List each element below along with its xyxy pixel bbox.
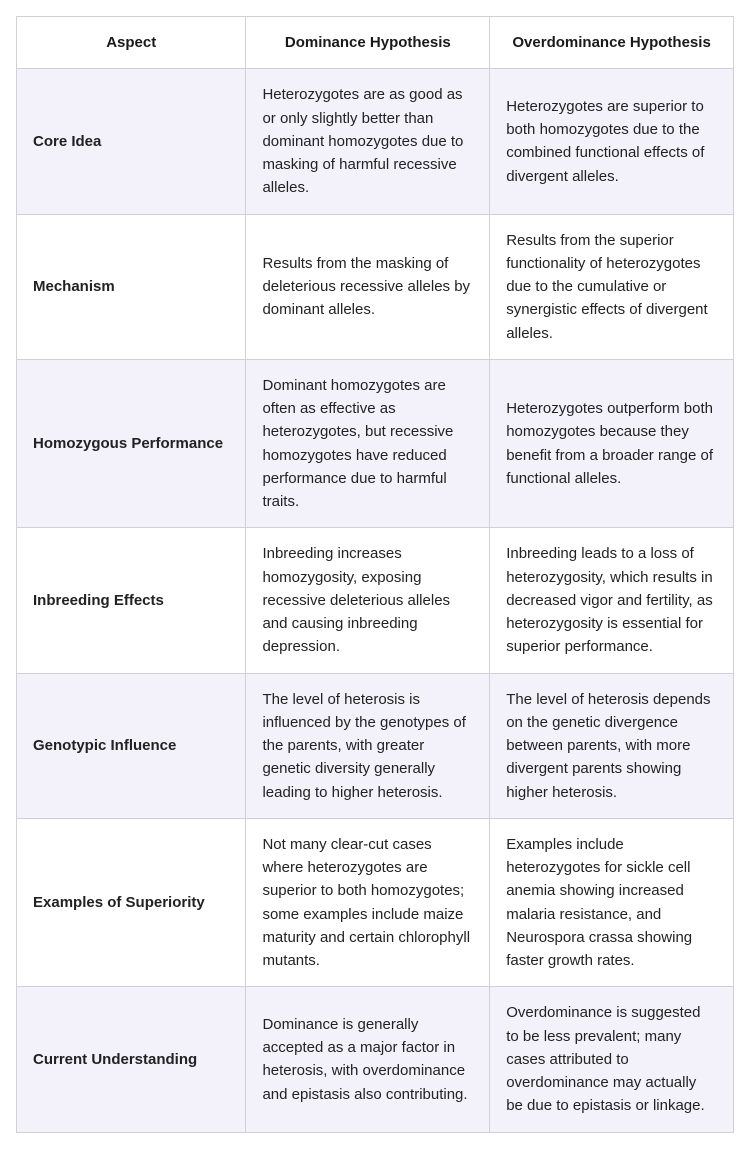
comparison-table: Aspect Dominance Hypothesis Overdominanc… bbox=[16, 16, 734, 1133]
header-aspect: Aspect bbox=[17, 17, 246, 69]
table-row: Core IdeaHeterozygotes are as good as or… bbox=[17, 69, 734, 214]
table-row: Genotypic InfluenceThe level of heterosi… bbox=[17, 673, 734, 818]
header-dominance: Dominance Hypothesis bbox=[246, 17, 490, 69]
dominance-cell: Not many clear-cut cases where heterozyg… bbox=[246, 818, 490, 987]
overdominance-cell: Overdominance is suggested to be less pr… bbox=[490, 987, 734, 1132]
table-row: Inbreeding EffectsInbreeding increases h… bbox=[17, 528, 734, 673]
dominance-cell: Results from the masking of deleterious … bbox=[246, 214, 490, 359]
overdominance-cell: Examples include heterozygotes for sickl… bbox=[490, 818, 734, 987]
aspect-cell: Inbreeding Effects bbox=[17, 528, 246, 673]
overdominance-cell: Heterozygotes outperform both homozygote… bbox=[490, 359, 734, 528]
aspect-cell: Examples of Superiority bbox=[17, 818, 246, 987]
dominance-cell: Inbreeding increases homozygosity, expos… bbox=[246, 528, 490, 673]
table-row: Current UnderstandingDominance is genera… bbox=[17, 987, 734, 1132]
aspect-cell: Homozygous Performance bbox=[17, 359, 246, 528]
aspect-cell: Mechanism bbox=[17, 214, 246, 359]
dominance-cell: The level of heterosis is influenced by … bbox=[246, 673, 490, 818]
table-body: Core IdeaHeterozygotes are as good as or… bbox=[17, 69, 734, 1132]
table-row: Homozygous PerformanceDominant homozygot… bbox=[17, 359, 734, 528]
overdominance-cell: Heterozygotes are superior to both homoz… bbox=[490, 69, 734, 214]
table-row: MechanismResults from the masking of del… bbox=[17, 214, 734, 359]
aspect-cell: Core Idea bbox=[17, 69, 246, 214]
dominance-cell: Heterozygotes are as good as or only sli… bbox=[246, 69, 490, 214]
overdominance-cell: The level of heterosis depends on the ge… bbox=[490, 673, 734, 818]
aspect-cell: Genotypic Influence bbox=[17, 673, 246, 818]
dominance-cell: Dominance is generally accepted as a maj… bbox=[246, 987, 490, 1132]
header-overdominance: Overdominance Hypothesis bbox=[490, 17, 734, 69]
overdominance-cell: Inbreeding leads to a loss of heterozygo… bbox=[490, 528, 734, 673]
dominance-cell: Dominant homozygotes are often as effect… bbox=[246, 359, 490, 528]
aspect-cell: Current Understanding bbox=[17, 987, 246, 1132]
table-row: Examples of SuperiorityNot many clear-cu… bbox=[17, 818, 734, 987]
overdominance-cell: Results from the superior functionality … bbox=[490, 214, 734, 359]
table-header-row: Aspect Dominance Hypothesis Overdominanc… bbox=[17, 17, 734, 69]
